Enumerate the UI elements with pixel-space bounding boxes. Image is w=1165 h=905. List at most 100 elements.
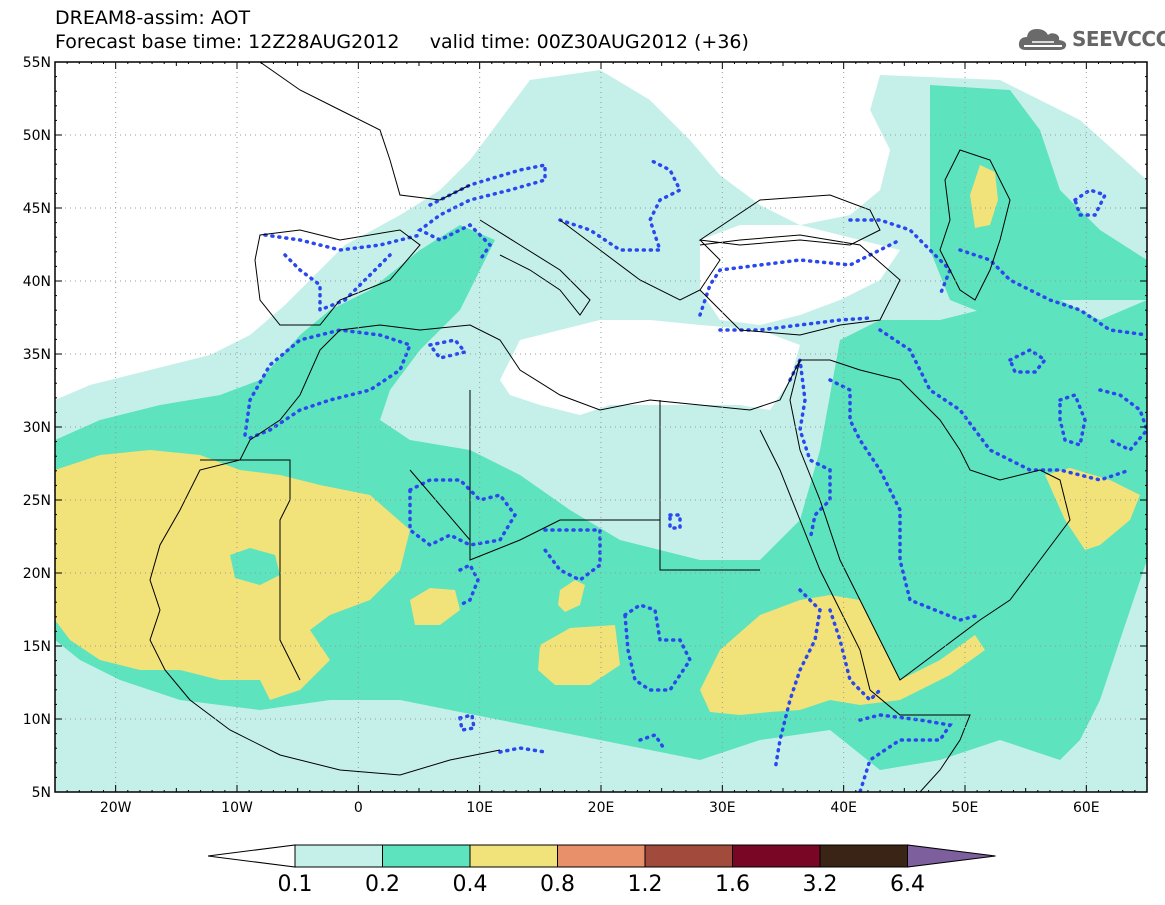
dotted-contour (773, 588, 822, 772)
dotted-contour (416, 162, 547, 262)
dotted-contour (558, 158, 683, 252)
colorbar-low-arrow (207, 844, 296, 868)
dotted-contour (1058, 392, 1087, 448)
aot-band-0.4-redsea (700, 595, 985, 715)
coastlines (149, 62, 1071, 792)
colorbar-tick-label: 6.4 (890, 872, 925, 897)
coastline-caspian (939, 149, 1011, 301)
colorbar-segment (819, 844, 908, 868)
dotted-contour (426, 338, 469, 360)
aot-band-0.2-north (930, 85, 1147, 320)
dotted-contour (498, 746, 547, 754)
colorbar-tick-label: 0.2 (365, 872, 400, 897)
dotted-contour (1098, 388, 1147, 453)
dotted-contour (638, 732, 667, 752)
lat-label: 40N (23, 274, 51, 290)
colorbar-tick-label: 1.6 (715, 872, 750, 897)
aot-clear-east-europe (650, 62, 890, 225)
time-info: Forecast base time: 12Z28AUG2012 valid t… (55, 31, 749, 53)
colorbar-segment (732, 844, 821, 868)
colorbar-tick-label: 1.2 (628, 872, 663, 897)
axis-ticks (54, 61, 1148, 793)
dotted-contour (828, 378, 982, 622)
colorbar-segment (382, 844, 471, 868)
aot-hole-sahara (230, 548, 280, 585)
colorbar-segment (294, 844, 383, 868)
dotted-contour (283, 253, 392, 313)
colorbar-tick-label: 0.8 (540, 872, 575, 897)
lat-label: 25N (23, 493, 51, 509)
aot-band-0.4-africa-a (410, 588, 460, 625)
colorbar-tick-labels: 0.1 0.2 0.4 0.8 1.2 1.6 3.2 6.4 (278, 872, 926, 897)
coastline-balkans (559, 219, 721, 301)
lat-label: 45N (23, 201, 51, 217)
valid-time-label: valid time: 00Z30AUG2012 (+36) (429, 31, 749, 53)
dotted-contour (698, 238, 902, 317)
dotted-contour (828, 608, 882, 703)
lat-label: 5N (32, 785, 51, 801)
longitude-labels: 20W 10W 0 10E 20E 30E 40E 50E 60E (100, 800, 1100, 816)
lon-label: 10W (221, 800, 253, 816)
dotted-contours (243, 158, 1147, 792)
aot-band-0.4-africa-b (558, 580, 585, 612)
logo-text: SEEVCCC (1072, 27, 1165, 51)
dotted-contour (243, 328, 413, 442)
aot-band-0.4-west (55, 450, 410, 700)
base-time-label: Forecast base time: 12Z28AUG2012 (55, 31, 400, 53)
lon-label: 40E (830, 800, 857, 816)
colorbar-tick-label: 0.4 (453, 872, 488, 897)
dotted-contour (668, 513, 682, 530)
lon-label: 0 (354, 800, 363, 816)
coastline-black-sea (698, 194, 881, 246)
dotted-contour (408, 478, 518, 548)
lon-label: 30E (709, 800, 736, 816)
cloud-icon (1018, 29, 1067, 50)
dotted-contour (623, 603, 693, 692)
dotted-contour (543, 528, 602, 583)
aot-band-0.4-africa-c (538, 625, 620, 685)
lon-label: 50E (952, 800, 979, 816)
coastline-turkey (699, 234, 901, 336)
lat-label: 15N (23, 639, 51, 655)
dotted-contour (848, 218, 953, 297)
lon-label: 20W (100, 800, 132, 816)
lon-label: 20E (588, 800, 615, 816)
coastline-north-africa (249, 324, 801, 441)
aot-field (55, 62, 1147, 792)
seevccc-logo: SEEVCCC (1018, 24, 1165, 54)
lat-label: 35N (23, 347, 51, 363)
coastline-france-north (259, 62, 471, 201)
coastline-arabia (789, 359, 1071, 681)
coastline-italy (479, 219, 591, 316)
lat-label: 55N (23, 55, 51, 71)
aot-band-0.4-gulf (1045, 468, 1140, 550)
dotted-contour (263, 233, 422, 252)
dotted-contour (958, 248, 1147, 337)
lat-label: 30N (23, 420, 51, 436)
dotted-contour (718, 316, 872, 332)
colorbar (207, 844, 996, 868)
colorbar-segment (557, 844, 646, 868)
latitude-labels: 55N 50N 45N 40N 35N 30N 25N 20N 15N 10N 5N (23, 55, 51, 801)
colorbar-tick-label: 0.1 (278, 872, 313, 897)
colorbar-segment (644, 844, 733, 868)
dotted-contour (878, 328, 1132, 482)
lon-label: 60E (1073, 800, 1100, 816)
dotted-contour (788, 354, 832, 542)
map-title: DREAM8-assim: AOT (55, 7, 251, 29)
aot-clear-mediterranean (500, 320, 800, 415)
coastline-east-africa (869, 689, 971, 792)
colorbar-high-arrow (907, 844, 996, 868)
aot-band-0.4-caspian (970, 165, 998, 228)
lat-label: 50N (23, 128, 51, 144)
dotted-contour (458, 712, 476, 733)
coastline-red-sea (759, 429, 871, 691)
colorbar-segment (469, 844, 558, 868)
dotted-contour (1007, 347, 1048, 374)
dotted-contour (458, 562, 480, 607)
aot-clear-turkey (700, 225, 900, 325)
lat-label: 20N (23, 566, 51, 582)
dotted-contour (858, 713, 953, 792)
lat-label: 10N (23, 712, 51, 728)
